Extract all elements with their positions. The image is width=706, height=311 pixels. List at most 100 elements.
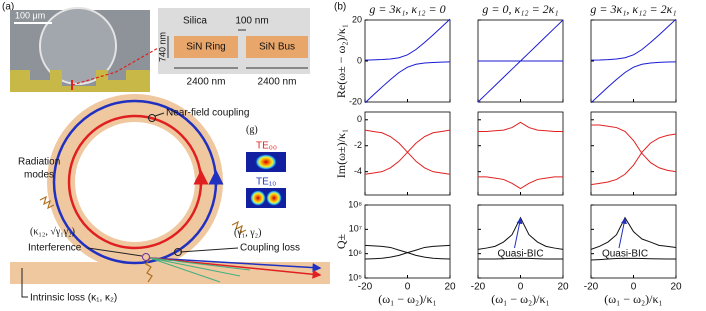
x-tick-label: 20 [670, 282, 682, 293]
interference-symbol: (κ₁₂, √γ₁γ₂) [30, 226, 75, 237]
coupling-symbol: (g) [246, 124, 258, 135]
gap-label: 100 nm [235, 16, 268, 27]
annotation-arrow [514, 217, 523, 249]
curve [477, 216, 564, 250]
coupling-label: Near-field coupling [166, 108, 249, 119]
sin-bus [246, 36, 308, 58]
x-tick-label: 20 [444, 282, 456, 293]
ring-waveguide [47, 94, 223, 270]
panel-a: (a) 100 μm Silica 100 nm SiN Ring SiN Bu… [2, 2, 330, 304]
y-axis-label: Re(ω± − ω₂)/κ₁ [334, 24, 348, 98]
ring-width-label: 2400 nm [187, 77, 226, 88]
radiation [39, 195, 55, 210]
curve [478, 257, 563, 260]
leader [87, 247, 143, 257]
mode-label: TE₀₀ [256, 141, 277, 152]
curve [590, 257, 676, 261]
x-axis-label: (ω₁ − ω₂)/κ₁ [491, 292, 550, 306]
curve [590, 216, 677, 250]
coupling-fan [149, 257, 251, 283]
scale-label: 100 μm [15, 10, 45, 20]
radiation-label: Radiation [18, 157, 60, 168]
y-tick-label: 10⁷ [349, 224, 362, 234]
y-tick-label: -2 [354, 140, 362, 150]
curve [590, 133, 677, 186]
mode-spot [250, 190, 266, 206]
x-axis-label: (ω₁ − ω₂)/κ₁ [378, 292, 437, 306]
curve [364, 61, 451, 104]
ring-image [39, 7, 117, 85]
plot-frame [477, 111, 564, 196]
y-tick-label: 20 [352, 14, 362, 24]
ring-mode-te10 [52, 99, 218, 265]
bus-width-label: 2400 nm [258, 77, 297, 88]
panel-label: (a) [2, 2, 14, 13]
coupling-loss-marker [174, 248, 182, 256]
x-tick-label: 20 [557, 282, 569, 293]
radiation-label: modes [24, 170, 54, 181]
curve [590, 18, 677, 61]
plot-frame [477, 204, 564, 279]
y-tick-label: -20 [349, 96, 362, 106]
y-tick-label: 10⁶ [348, 248, 362, 258]
x-axis-label: (ω₁ − ω₂)/κ₁ [604, 292, 663, 306]
sin-ring [174, 36, 238, 58]
y-tick-label: 0 [357, 55, 362, 65]
plot-frame [364, 111, 451, 196]
plot-frame [590, 19, 677, 103]
ring-label: SiN Ring [186, 42, 225, 53]
mode-spot [266, 190, 282, 206]
y-tick-label: 0 [357, 114, 362, 124]
curve [364, 244, 451, 260]
mode-spot [255, 154, 277, 170]
cladding-label: Silica [183, 16, 207, 27]
curve [591, 124, 677, 173]
chart-title: g = 3κ₁, κ₁₂ = 0 [369, 2, 445, 16]
leader [154, 112, 165, 117]
intrinsic-loss-label: Intrinsic loss (κ₁, κ₂) [30, 293, 117, 304]
coupling-marker [148, 114, 156, 122]
leader [21, 268, 28, 298]
bus-output [149, 257, 322, 279]
x-tick-label: 0 [405, 282, 411, 293]
annotation: Quasi-BIC [497, 249, 543, 260]
x-tick-label: 0 [518, 282, 524, 293]
curve [364, 18, 451, 61]
interference-label: Interference [28, 243, 82, 254]
y-tick-label: 10⁵ [348, 272, 362, 282]
annotation: Quasi-BIC [602, 249, 648, 260]
plot-frame [364, 19, 451, 103]
y-tick-label: -4 [354, 166, 362, 176]
y-axis-label: Q± [334, 233, 348, 249]
chart-title: g = 0, κ₁₂ = 2κ₁ [482, 2, 558, 16]
curve [590, 61, 677, 104]
interference-marker [142, 253, 150, 261]
plot-frame [590, 204, 677, 279]
curve [478, 121, 563, 132]
x-tick-label: 0 [631, 282, 637, 293]
curve [478, 176, 563, 190]
plot-frame [364, 204, 451, 279]
annotation-arrow [618, 217, 627, 249]
bus-output [149, 257, 322, 273]
panel-label: (b) [334, 2, 346, 13]
height-label: 740 nm [157, 32, 167, 62]
x-tick-label: -20 [358, 282, 373, 293]
x-tick-label: -20 [584, 282, 599, 293]
ring-mode-te00 [67, 114, 203, 250]
curve [364, 129, 451, 175]
coupling-loss-label: Coupling loss [240, 243, 300, 254]
leader [179, 247, 239, 253]
x-tick-label: -20 [471, 282, 486, 293]
cut-pointer [71, 47, 159, 86]
electrodes [10, 70, 150, 92]
coupling-loss-symbol: (γ₁, γ₂) [234, 227, 261, 238]
y-axis-label: Im(ω±)/κ₁ [334, 129, 348, 178]
y-tick-label: 10⁸ [348, 199, 362, 209]
bus-label: SiN Bus [259, 42, 295, 53]
radiation [231, 220, 247, 235]
intrinsic-loss [145, 257, 153, 283]
chart-title: g = 3κ₁, κ₁₂ = 2κ₁ [590, 2, 676, 16]
mode-label: TE₁₀ [256, 177, 276, 188]
